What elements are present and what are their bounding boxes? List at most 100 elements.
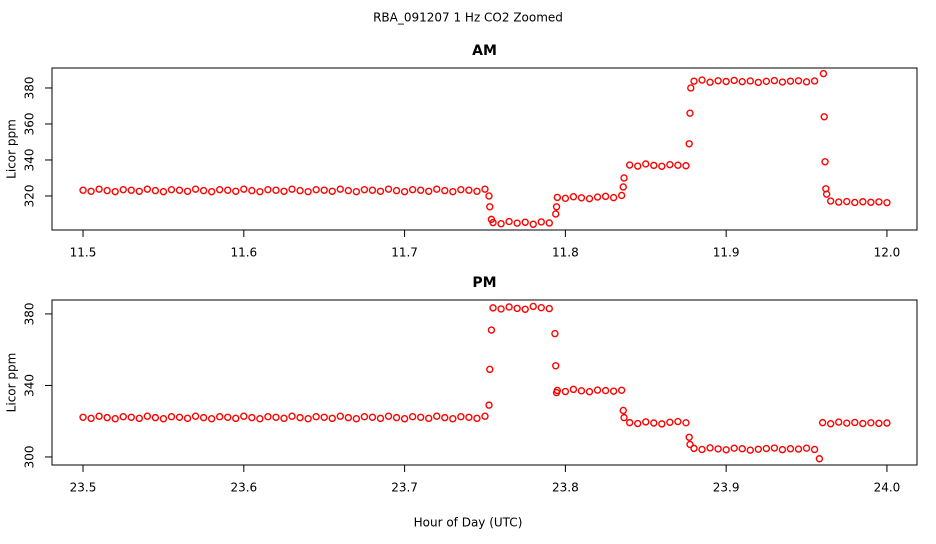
data-point	[815, 455, 824, 463]
data-point	[620, 174, 628, 182]
data-point	[619, 406, 627, 415]
data-point	[883, 198, 891, 207]
data-point	[867, 198, 875, 206]
data-point	[336, 412, 344, 420]
data-point	[834, 198, 843, 206]
data-point	[232, 414, 240, 423]
data-point	[352, 187, 361, 196]
data-point	[433, 412, 441, 420]
data-point	[529, 220, 537, 228]
data-point	[425, 187, 433, 196]
data-point	[344, 186, 353, 195]
data-point	[248, 413, 256, 422]
data-point	[551, 329, 559, 338]
data-point	[224, 186, 232, 194]
data-point	[481, 185, 489, 193]
data-point	[408, 413, 417, 421]
data-point	[175, 186, 184, 194]
x-tick-label: 23.6	[230, 481, 257, 495]
data-point	[376, 187, 385, 196]
data-point	[537, 218, 545, 226]
data-point	[617, 386, 626, 394]
data-point	[685, 140, 693, 148]
data-point	[513, 304, 521, 313]
x-tick-label: 23.5	[70, 481, 97, 495]
data-point	[682, 162, 690, 170]
data-point	[328, 187, 336, 196]
data-point	[199, 413, 208, 422]
data-point	[376, 414, 385, 423]
data-point	[794, 445, 803, 453]
data-point	[859, 198, 867, 206]
data-point	[215, 413, 224, 421]
data-point	[497, 219, 505, 228]
data-point	[392, 186, 401, 195]
panel-title: PM	[472, 275, 496, 291]
y-tick-label: 340	[23, 149, 37, 172]
data-point	[489, 218, 497, 227]
data-point	[384, 185, 393, 193]
y-axis-label: Licor ppm	[5, 119, 19, 179]
data-point	[650, 419, 658, 427]
x-tick-label: 11.6	[230, 246, 257, 260]
data-point	[802, 444, 811, 452]
data-point	[690, 77, 698, 85]
data-point	[87, 414, 95, 423]
data-point	[826, 420, 835, 428]
data-point	[802, 78, 811, 86]
data-point	[191, 185, 200, 193]
data-point	[143, 412, 152, 420]
data-point	[730, 444, 738, 452]
data-point	[577, 387, 586, 395]
data-point	[625, 161, 634, 169]
data-point	[859, 419, 867, 428]
data-point	[199, 186, 208, 195]
panel: AM Licor ppm 11.5 11.6 11.7 11.8 11.9 12.0 320 34…	[5, 43, 918, 260]
data-point	[770, 444, 779, 452]
panel: PM Licor ppm 23.5 23.6 23.7 23.8 23.9 24.0 300 34…	[5, 275, 918, 495]
data-point	[304, 187, 312, 196]
data-point	[521, 305, 529, 313]
data-point	[207, 187, 216, 196]
x-tick-label: 23.7	[391, 481, 418, 495]
data-point	[368, 186, 377, 194]
y-tick-label: 380	[23, 302, 37, 325]
data-point	[577, 194, 586, 202]
data-point	[248, 186, 256, 195]
data-point	[786, 77, 795, 85]
data-point	[167, 413, 176, 421]
data-point	[352, 414, 361, 423]
data-point	[304, 414, 312, 423]
data-point	[642, 160, 650, 168]
data-point	[552, 362, 560, 370]
data-point	[465, 413, 473, 421]
y-tick-label: 360	[23, 113, 37, 136]
data-point	[95, 185, 103, 193]
data-point	[658, 162, 666, 170]
data-point	[95, 412, 103, 420]
x-tick-label: 23.9	[713, 481, 740, 495]
data-point	[392, 413, 401, 422]
data-point	[79, 413, 87, 421]
data-point	[714, 77, 722, 85]
data-point	[819, 69, 828, 78]
data-point	[360, 185, 369, 194]
data-point	[617, 191, 626, 200]
data-point	[778, 445, 787, 454]
data-point	[111, 187, 119, 196]
data-point	[529, 302, 537, 311]
data-point	[754, 445, 763, 453]
data-point	[457, 413, 465, 421]
data-point	[135, 414, 144, 423]
data-point	[786, 445, 795, 453]
data-point	[127, 186, 135, 194]
data-point	[738, 77, 746, 86]
x-tick-label: 23.8	[552, 481, 579, 495]
data-point	[634, 419, 642, 428]
data-point	[722, 446, 730, 454]
data-point	[593, 386, 602, 394]
data-point	[103, 413, 111, 422]
data-point	[473, 414, 481, 423]
data-point	[650, 161, 658, 170]
